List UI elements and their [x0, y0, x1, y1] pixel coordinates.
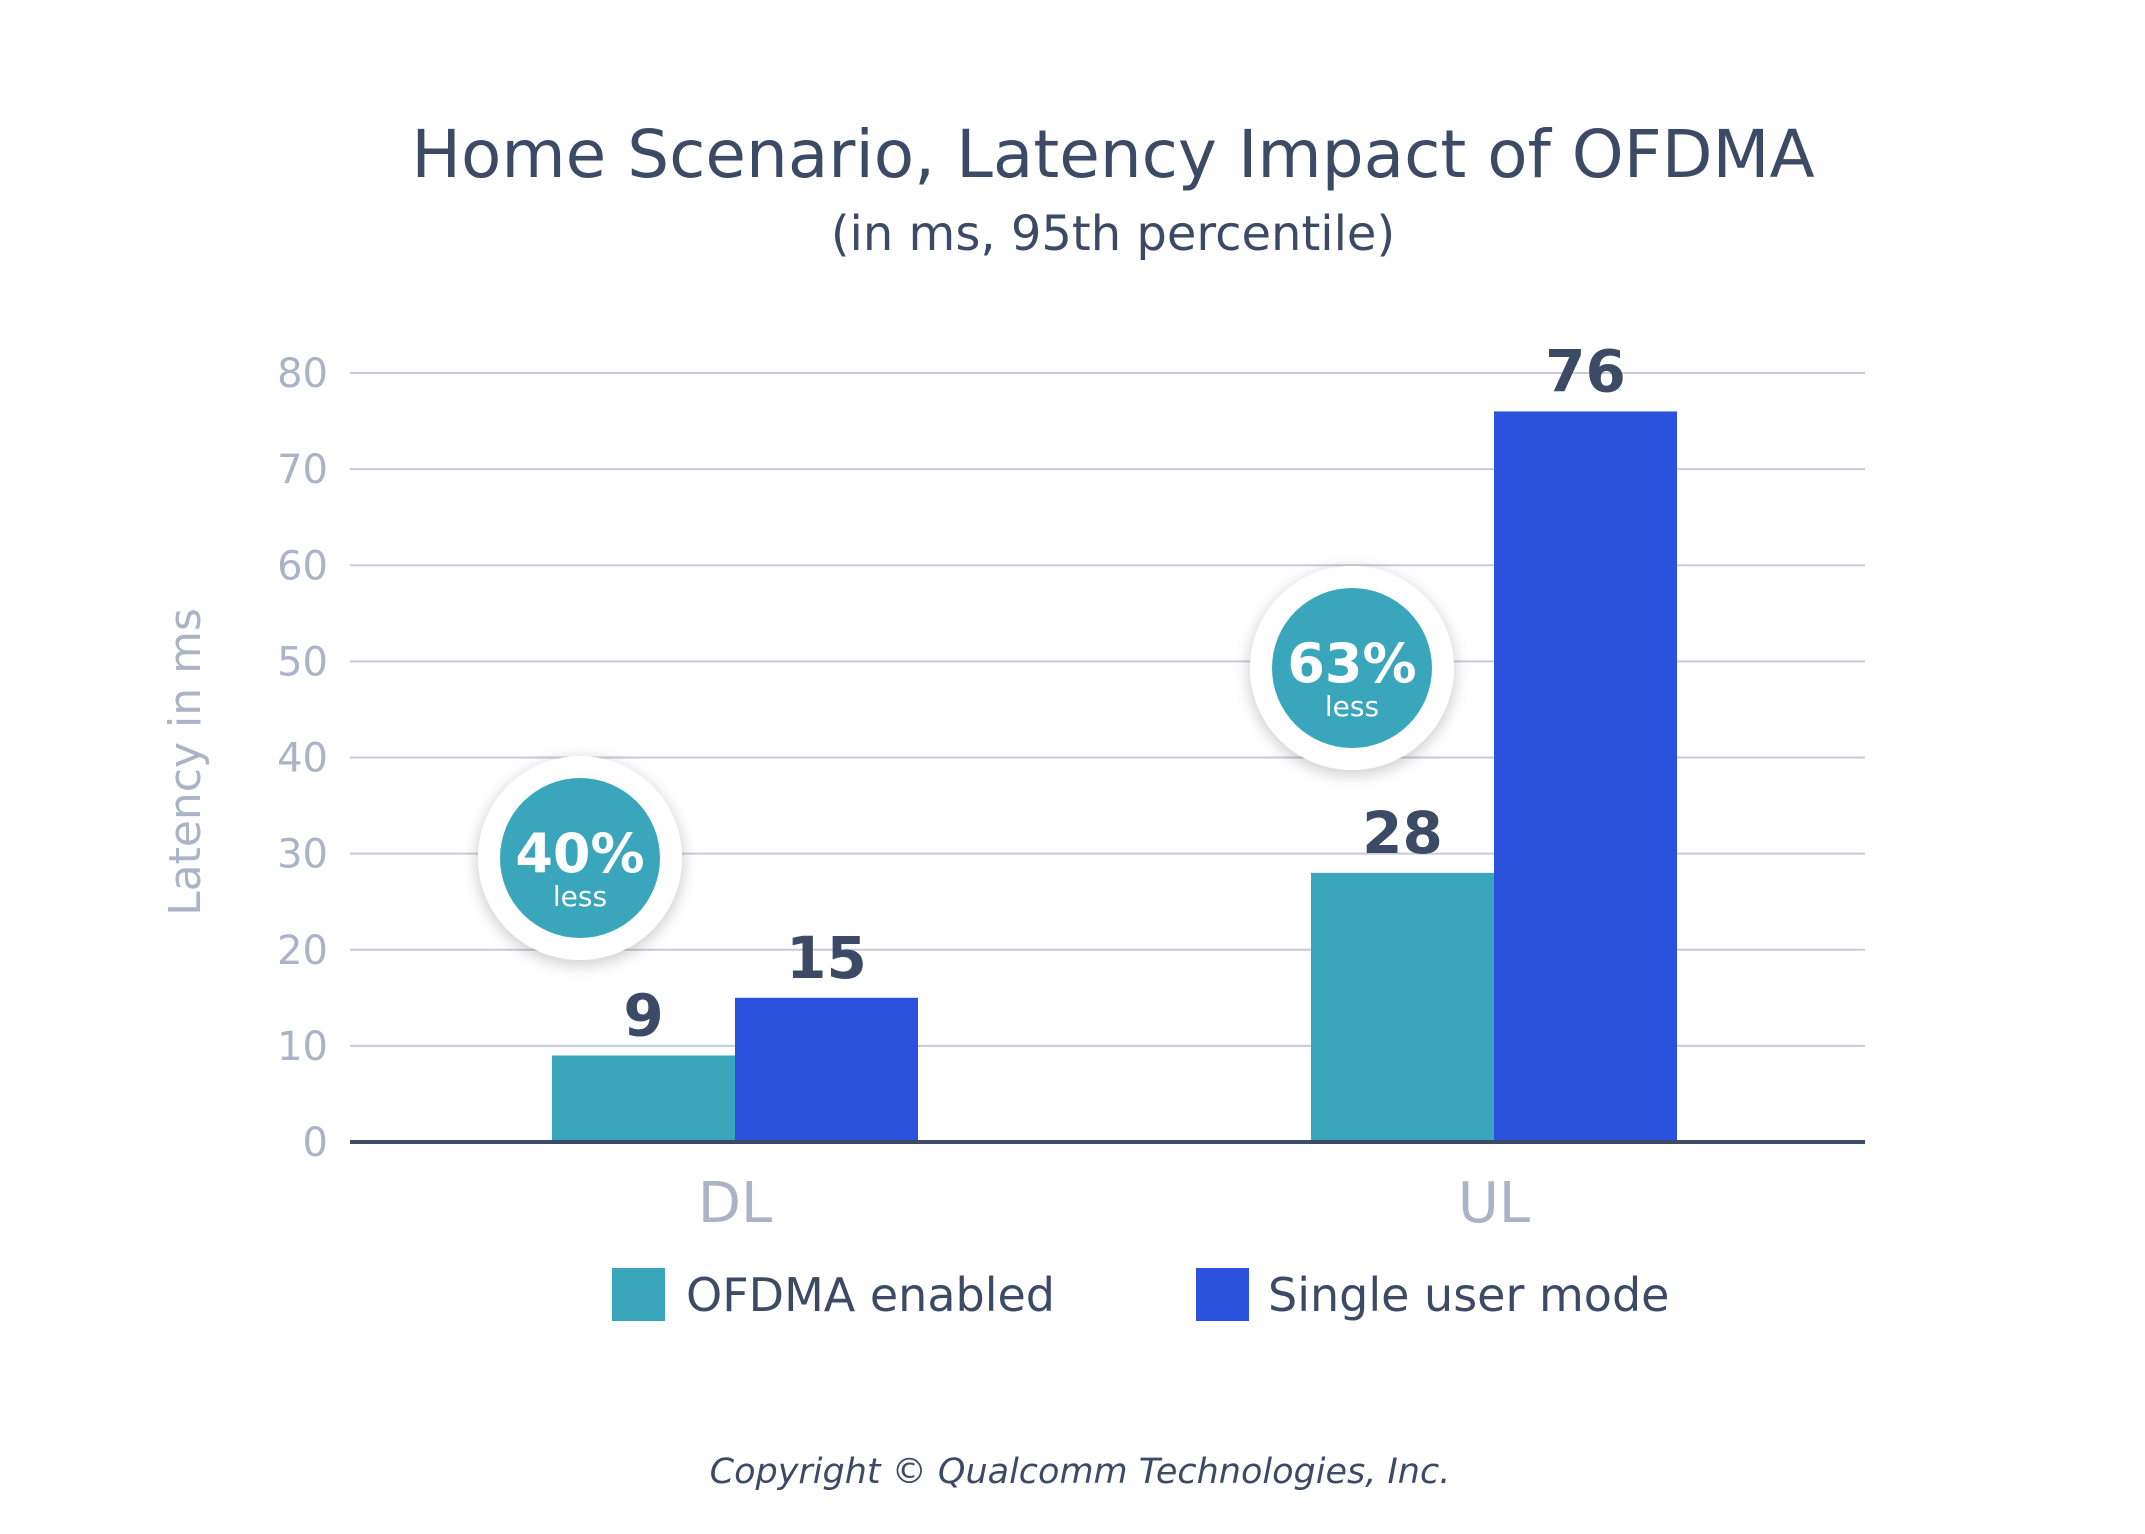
category-labels: DL UL — [698, 1171, 1530, 1236]
legend: OFDMA enabled Single user mode — [612, 1268, 1669, 1322]
category-label-ul: UL — [1458, 1171, 1530, 1236]
badge-subtext: less — [1325, 690, 1379, 723]
y-axis-label: Latency in ms — [160, 608, 211, 916]
value-labels: 9 28 15 76 — [623, 337, 1626, 1049]
y-tick-label: 30 — [277, 832, 328, 878]
value-label: 76 — [1545, 337, 1626, 405]
y-tick-label: 0 — [303, 1120, 328, 1166]
chart-title: Home Scenario, Latency Impact of OFDMA — [411, 116, 1814, 193]
y-tick-label: 70 — [277, 447, 328, 493]
badge-dl: 40%less — [478, 756, 682, 960]
y-tick-label: 10 — [277, 1024, 328, 1070]
bar-single-user-mode-ul — [1494, 411, 1677, 1142]
copyright-text: Copyright © Qualcomm Technologies, Inc. — [710, 1452, 1451, 1492]
legend-swatch-single-user — [1196, 1268, 1249, 1321]
bar-ofdma-enabled-dl — [552, 1055, 735, 1142]
legend-swatch-ofdma — [612, 1268, 665, 1321]
bar-single-user-mode-dl — [735, 997, 918, 1142]
legend-label-single-user: Single user mode — [1268, 1268, 1669, 1322]
bars — [552, 411, 1677, 1142]
y-tick-label: 80 — [277, 351, 328, 397]
category-label-dl: DL — [698, 1171, 772, 1236]
y-tick-label: 60 — [277, 543, 328, 589]
badge-disc — [500, 778, 660, 938]
bar-ofdma-enabled-ul — [1311, 872, 1494, 1142]
value-label: 28 — [1362, 799, 1443, 867]
badge-ul: 63%less — [1250, 566, 1454, 770]
badge-disc — [1272, 588, 1432, 748]
y-tick-labels: 0 10 20 30 40 50 60 70 80 — [277, 351, 328, 1166]
badge-percent: 40% — [515, 822, 644, 885]
chart-subtitle: (in ms, 95th percentile) — [831, 206, 1395, 262]
legend-label-ofdma: OFDMA enabled — [686, 1268, 1055, 1322]
value-label: 9 — [623, 981, 663, 1049]
y-tick-label: 50 — [277, 639, 328, 685]
y-tick-label: 20 — [277, 928, 328, 974]
badge-percent: 63% — [1287, 632, 1416, 695]
badge-subtext: less — [553, 880, 607, 913]
y-tick-label: 40 — [277, 736, 328, 782]
value-label: 15 — [786, 924, 867, 992]
